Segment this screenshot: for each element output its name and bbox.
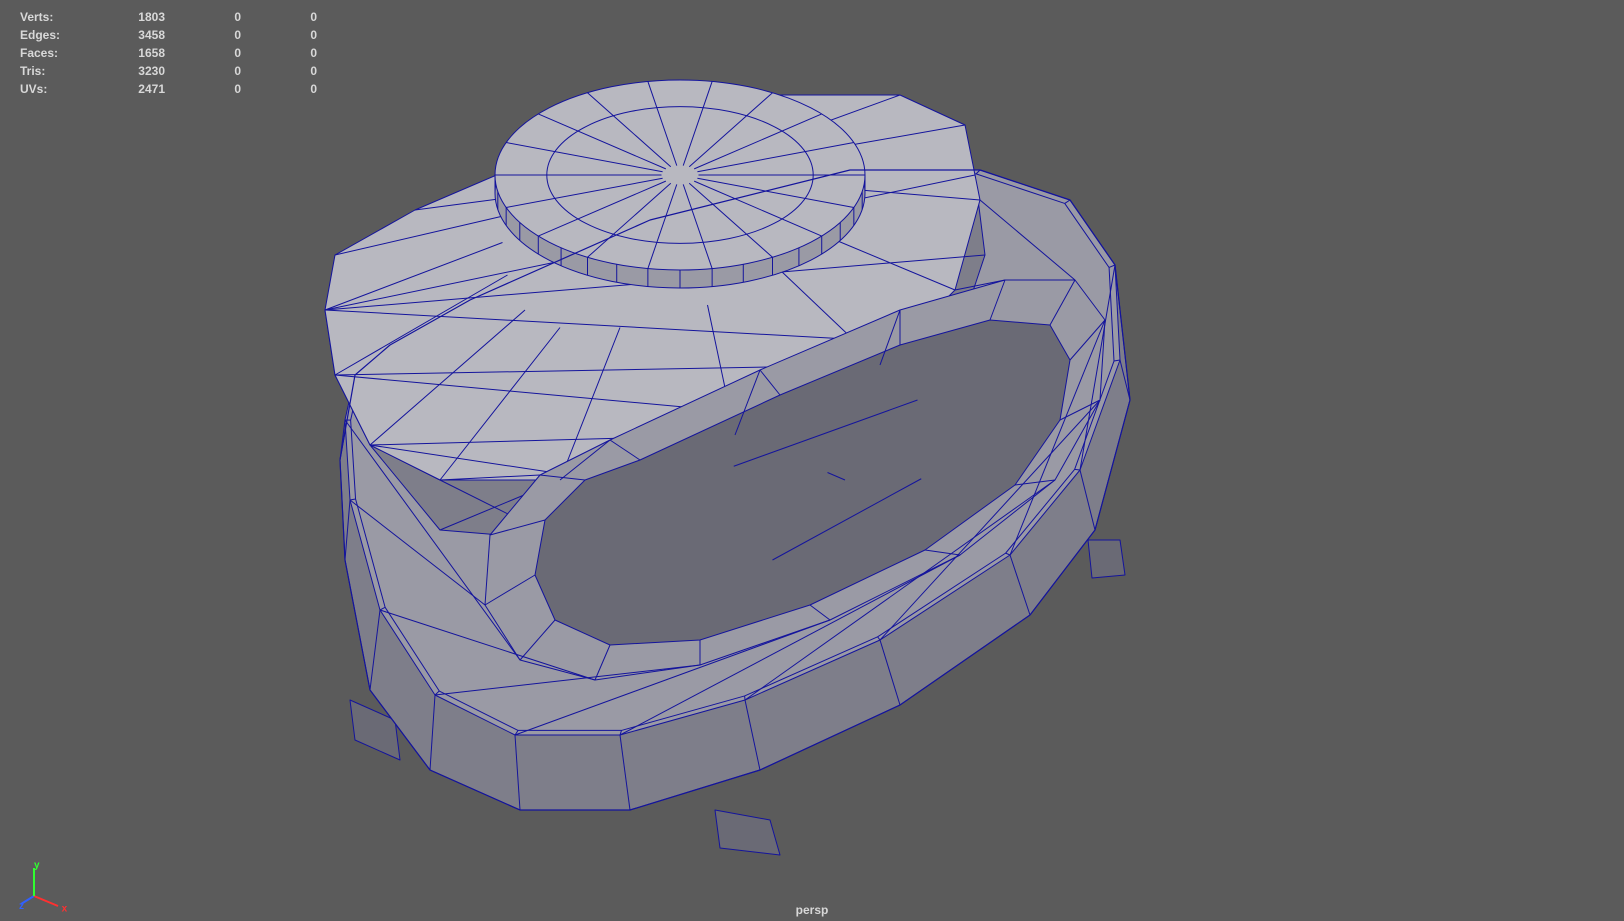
hud-row: Tris:323000 [20,62,317,80]
camera-label: persp [796,903,829,917]
hud-value: 0 [165,82,241,96]
hud-value: 3230 [80,64,165,78]
hud-value: 3458 [80,28,165,42]
svg-text:x: x [62,904,68,915]
hud-value: 0 [165,28,241,42]
hud-value: 1658 [80,46,165,60]
hud-label: Faces: [20,46,80,60]
hud-value: 0 [165,10,241,24]
hud-label: Tris: [20,64,80,78]
mesh-canvas[interactable] [0,0,1624,921]
svg-text:y: y [34,860,40,871]
hud-row: UVs:247100 [20,80,317,98]
axis-gizmo[interactable]: zxy [16,851,76,911]
svg-text:z: z [19,901,24,912]
hud-value: 0 [241,10,317,24]
hud-value: 0 [241,64,317,78]
hud-label: UVs: [20,82,80,96]
hud-row: Verts:180300 [20,8,317,26]
hud-label: Verts: [20,10,80,24]
hud-value: 0 [241,46,317,60]
hud-row: Edges:345800 [20,26,317,44]
hud-value: 2471 [80,82,165,96]
hud-label: Edges: [20,28,80,42]
hud-value: 0 [165,46,241,60]
viewport[interactable] [0,0,1624,921]
hud-value: 0 [241,28,317,42]
hud-row: Faces:165800 [20,44,317,62]
hud-value: 1803 [80,10,165,24]
hud-value: 0 [165,64,241,78]
hud-value: 0 [241,82,317,96]
poly-count-hud: Verts:180300Edges:345800Faces:165800Tris… [20,8,317,98]
